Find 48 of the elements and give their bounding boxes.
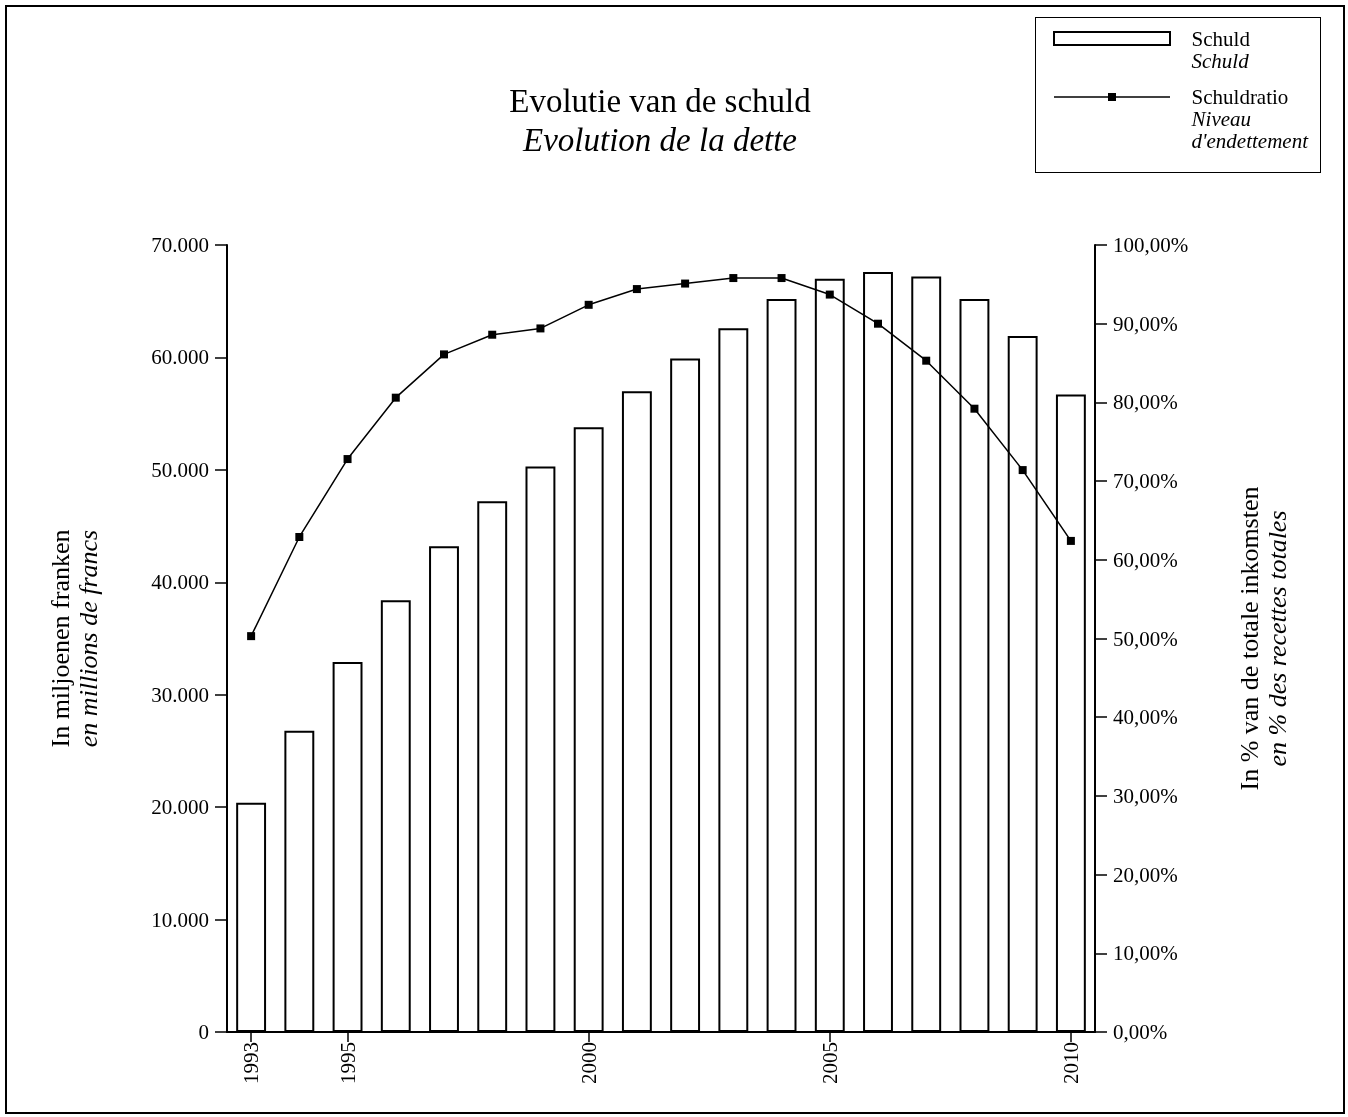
y2-tick-label: 30,00% [1113,783,1178,808]
point [681,279,690,288]
y-tick-label: 50.000 [151,457,209,482]
y2-tick-label: 70,00% [1113,469,1178,494]
y2-tick-label: 80,00% [1113,390,1178,415]
x-tick-label: 2005 [817,1042,842,1084]
y-tick-label: 30.000 [151,682,209,707]
y-tick-label: 20.000 [151,795,209,820]
y2-tick-label: 60,00% [1113,547,1178,572]
y-tick-label: 0 [198,1020,209,1044]
point [488,330,497,339]
y2-tick-label: 40,00% [1113,705,1178,730]
point [343,455,352,464]
point [1018,466,1027,475]
y2-tick-label: 100,00% [1113,233,1189,257]
y2-axis-title: In % van de totale inkomsten en % des recettes totales [1234,486,1292,791]
point [247,632,256,641]
point [632,285,641,294]
point [922,356,931,365]
point [584,300,593,309]
point [970,404,979,413]
y-axis-title: In miljoenen franken en millions de francs [45,529,103,748]
y2-tick-label: 0,00% [1113,1020,1168,1044]
y-tick-label: 70.000 [151,233,209,257]
y-tick-label: 40.000 [151,570,209,595]
point [391,393,400,402]
point [1066,536,1075,545]
x-tick-label: 1993 [239,1042,264,1084]
text: Schuld Schuld [1191,27,1250,73]
point [440,350,448,359]
point [295,532,304,541]
y2-tick-label: 20,00% [1113,862,1178,887]
chart-title: Evolutie van de schuld [509,82,812,119]
y-tick-label: 60.000 [151,345,209,370]
x-tick-label: 1995 [335,1042,360,1084]
y2-tick-label: 10,00% [1113,941,1178,966]
text: Schuldratio Niveau d'endettement [1191,85,1308,153]
chart-subtitle: Evolution de la dette [521,121,798,158]
point [825,290,834,299]
y2-tick-label: 50,00% [1113,626,1178,651]
point [874,319,882,328]
x-tick-label: 2000 [576,1042,601,1084]
y-tick-label: 10.000 [151,907,209,932]
point [777,274,786,283]
y2-tick-label: 90,00% [1113,311,1178,336]
x-tick-label: 2010 [1058,1042,1083,1084]
point [536,324,545,333]
point [729,274,738,283]
